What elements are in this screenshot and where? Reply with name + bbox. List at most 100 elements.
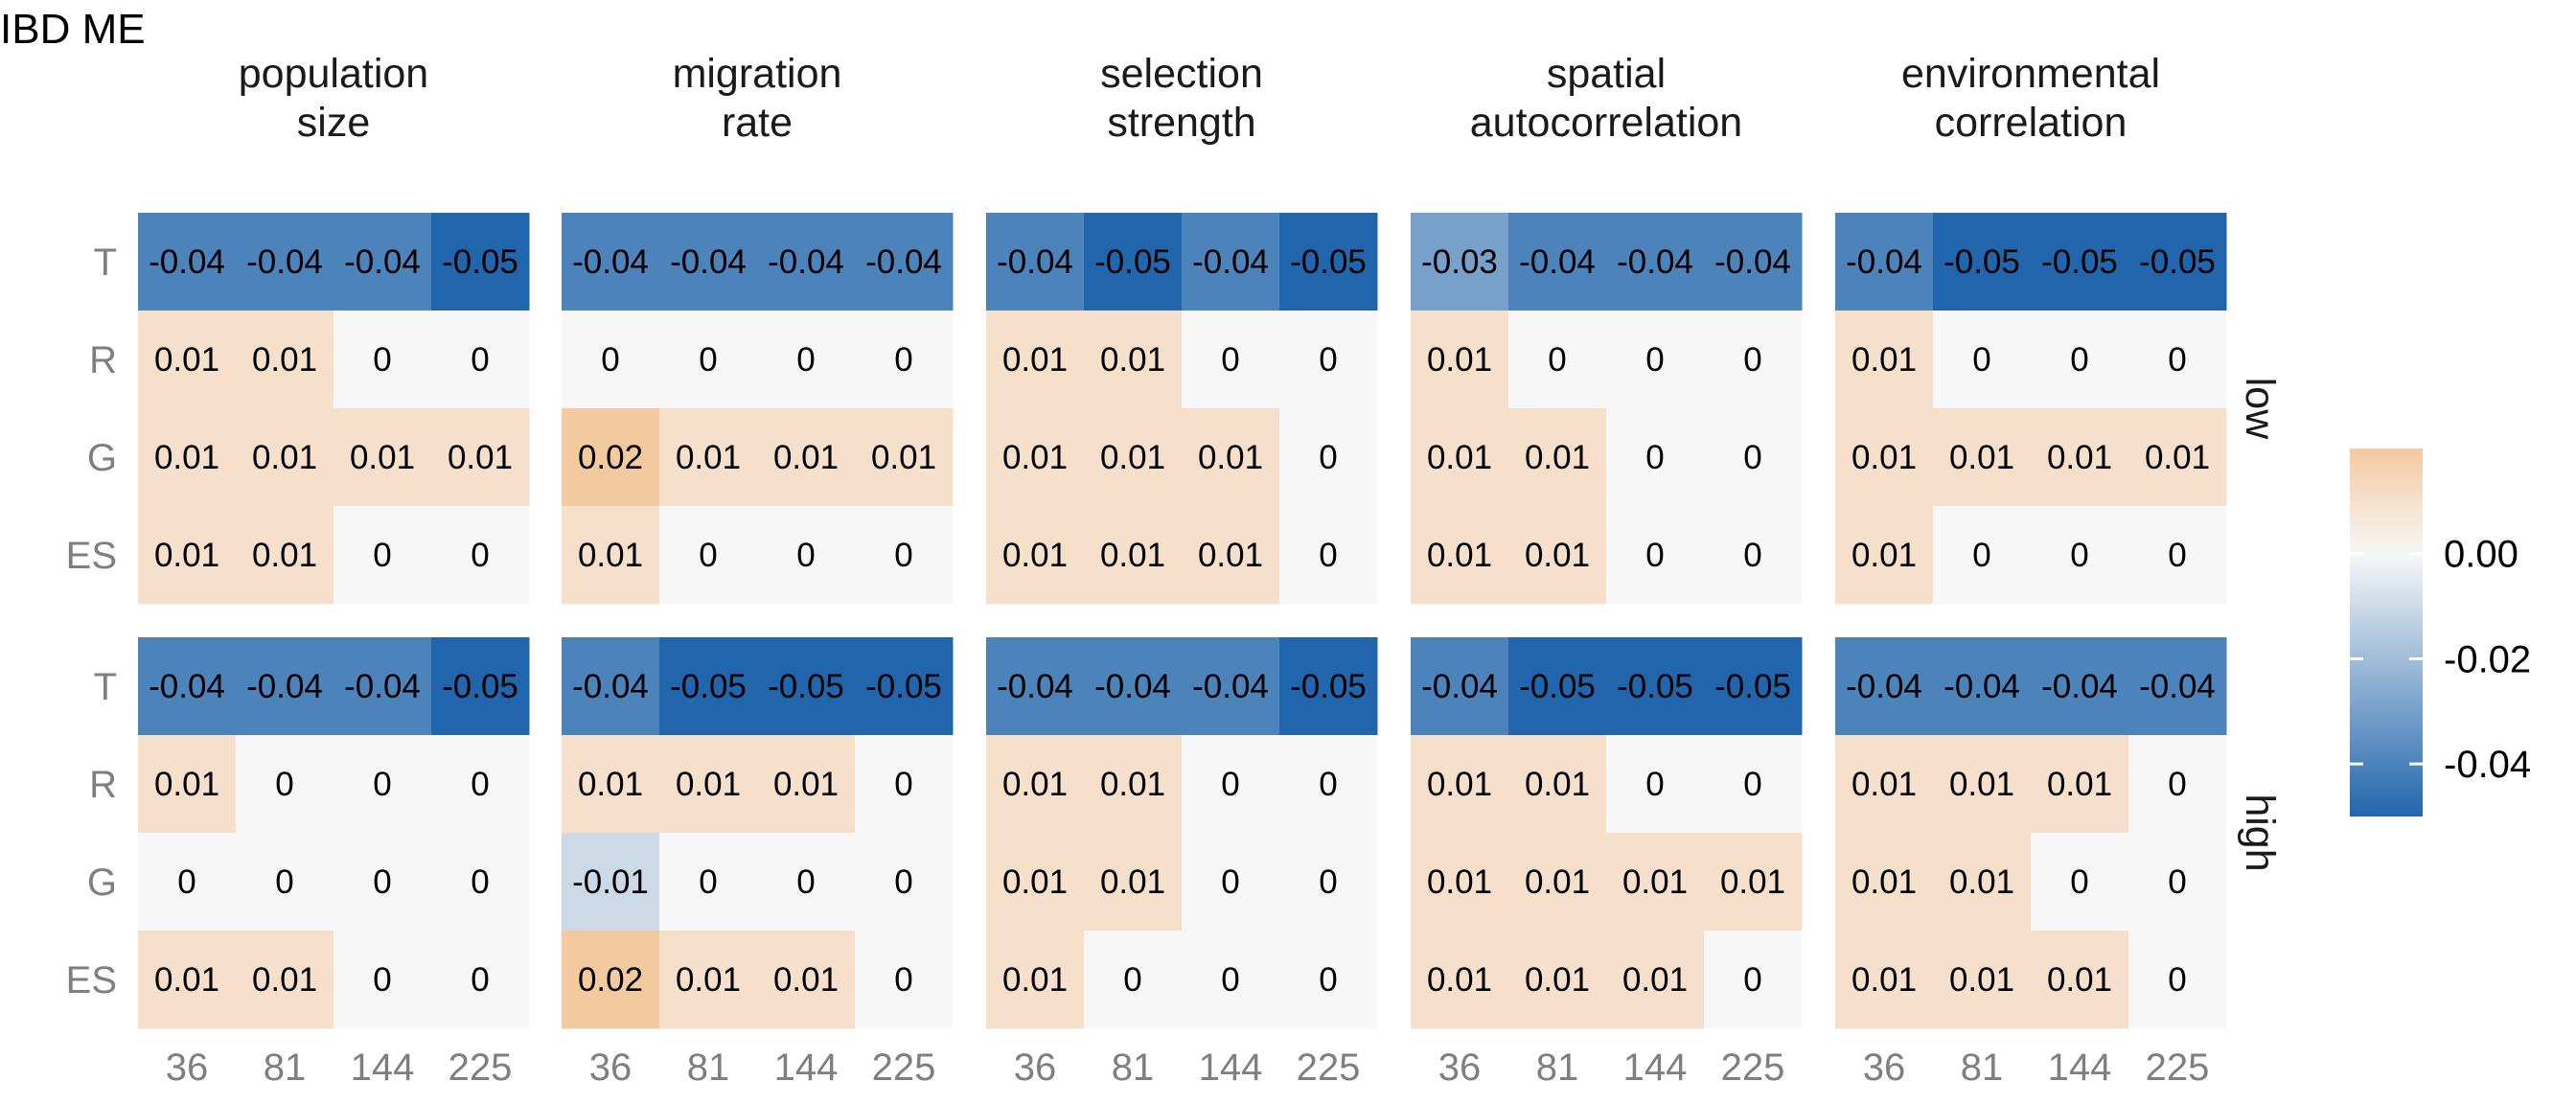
cell-value-label: 0 bbox=[471, 766, 489, 803]
cell-value-label: -0.05 bbox=[1290, 668, 1367, 705]
x-tick-label: 225 bbox=[448, 1046, 513, 1089]
cell-value-label: 0.01 bbox=[1720, 863, 1785, 901]
cell-value-label: 0.01 bbox=[1002, 863, 1068, 901]
heatmap-cell bbox=[1933, 833, 2032, 932]
cell-value-label: -0.05 bbox=[1944, 243, 2020, 281]
heatmap-cell bbox=[659, 506, 758, 605]
heatmap-cell bbox=[562, 408, 660, 507]
panel-high-4: -0.04 -0.04 -0.04 -0.04 0.01 0.01 0.01 0 0.01 0.0… bbox=[1835, 637, 2227, 1029]
x-tick-label: 81 bbox=[687, 1046, 730, 1089]
heatmap-cell bbox=[1084, 833, 1183, 932]
cell-value-label: 0.01 bbox=[676, 439, 741, 476]
heatmap-cell bbox=[1508, 833, 1607, 932]
cell-value-label: 0.01 bbox=[1002, 961, 1068, 999]
x-tick-label: 225 bbox=[1297, 1046, 1361, 1089]
legend-tick-label: -0.02 bbox=[2444, 638, 2531, 680]
heatmap-cell bbox=[1182, 833, 1280, 932]
cell-value-label: 0 bbox=[1319, 961, 1337, 999]
heatmap-cell bbox=[757, 408, 856, 507]
cell-value-label: 0.01 bbox=[1002, 439, 1068, 476]
heatmap-cell bbox=[1933, 310, 2032, 409]
cell-value-label: 0.01 bbox=[1852, 341, 1917, 379]
cell-value-label: 0.01 bbox=[676, 961, 741, 999]
x-tick-label: 36 bbox=[589, 1046, 632, 1089]
heatmap-cell bbox=[236, 408, 334, 507]
cell-value-label: -0.04 bbox=[1846, 668, 1922, 705]
cell-value-label: 0 bbox=[1221, 961, 1239, 999]
x-tick-label: 144 bbox=[1199, 1046, 1263, 1089]
cell-value-label: 0 bbox=[373, 863, 391, 901]
heatmap-cell bbox=[334, 833, 432, 932]
heatmap-cell bbox=[1182, 213, 1280, 311]
cell-value-label: 0.01 bbox=[448, 439, 513, 476]
panel-low-2: -0.04 -0.05 -0.04 -0.05 0.01 0.01 0 0 0.01 0.01 0.… bbox=[986, 213, 1378, 605]
heatmap-cell bbox=[757, 735, 856, 834]
heatmap-cell bbox=[1084, 506, 1183, 605]
cell-value-label: -0.04 bbox=[1421, 668, 1498, 705]
cell-value-label: -0.04 bbox=[768, 243, 844, 281]
cell-value-label: -0.04 bbox=[1192, 668, 1269, 705]
heatmap-cell bbox=[1182, 408, 1280, 507]
heatmap-cell bbox=[334, 213, 432, 311]
heatmap-cell bbox=[1084, 931, 1183, 1029]
x-axis-ticks: 36 81 144 225 36 81 144 225 36 81 144 225 36 81 144 225… bbox=[166, 1046, 2210, 1089]
heatmap-cell bbox=[2031, 506, 2129, 605]
heatmap-cell bbox=[2128, 931, 2227, 1029]
heatmap-cell bbox=[1411, 506, 1509, 605]
heatmap-cell bbox=[562, 931, 660, 1029]
heatmap-cell bbox=[1182, 310, 1280, 409]
x-tick-label: 81 bbox=[1961, 1046, 2004, 1089]
heatmap-cell bbox=[1835, 931, 1934, 1029]
heatmap-cell bbox=[2031, 408, 2129, 507]
heatmap-cell bbox=[1508, 506, 1607, 605]
heatmap-cell bbox=[1835, 735, 1934, 834]
heatmap-cell bbox=[431, 310, 530, 409]
cell-value-label: 0 bbox=[894, 341, 912, 379]
x-tick-label: 225 bbox=[872, 1046, 936, 1089]
heatmap-cell bbox=[138, 931, 237, 1029]
heatmap-cell bbox=[1933, 931, 2032, 1029]
cell-value-label: 0 bbox=[894, 766, 912, 803]
cell-value-label: 0 bbox=[1319, 439, 1337, 476]
heatmap-cell bbox=[1933, 637, 2032, 736]
column-title-line: population bbox=[239, 51, 428, 97]
heatmap-cell bbox=[1933, 213, 2032, 311]
cell-value-label: 0.01 bbox=[1427, 537, 1492, 574]
heatmap-cell bbox=[757, 931, 856, 1029]
cell-value-label: 0.01 bbox=[1198, 439, 1263, 476]
heatmap-cell bbox=[1182, 637, 1280, 736]
cell-value-label: -0.04 bbox=[2041, 668, 2118, 705]
cell-value-label: 0.01 bbox=[1622, 863, 1688, 901]
heatmap-cell bbox=[1835, 637, 1934, 736]
cell-value-label: 0 bbox=[1319, 766, 1337, 803]
heatmap-cell bbox=[2031, 735, 2129, 834]
cell-value-label: 0.01 bbox=[773, 439, 839, 476]
heatmap-cell bbox=[562, 637, 660, 736]
cell-value-label: 0.01 bbox=[578, 766, 643, 803]
heatmap-cell bbox=[1279, 735, 1378, 834]
heatmap-cell bbox=[659, 931, 758, 1029]
cell-value-label: 0.01 bbox=[154, 341, 219, 379]
cell-value-label: -0.04 bbox=[670, 243, 747, 281]
cell-value-label: 0.01 bbox=[1852, 766, 1917, 803]
cell-value-label: 0 bbox=[1645, 537, 1664, 574]
cell-value-label: 0.01 bbox=[154, 961, 219, 999]
cell-value-label: 0.01 bbox=[1198, 537, 1263, 574]
x-tick-label: 36 bbox=[1014, 1046, 1057, 1089]
cell-value-label: 0 bbox=[894, 863, 912, 901]
heatmap-cell bbox=[1508, 408, 1607, 507]
heatmap-cell bbox=[1411, 213, 1509, 311]
cell-value-label: 0.02 bbox=[578, 961, 643, 999]
heatmap-cell bbox=[1933, 735, 2032, 834]
cell-value-label: 0.01 bbox=[2145, 439, 2210, 476]
x-tick-label: 225 bbox=[2146, 1046, 2210, 1089]
cell-value-label: 0 bbox=[373, 341, 391, 379]
cell-value-label: 0 bbox=[1319, 341, 1337, 379]
heatmap-cell bbox=[2031, 931, 2129, 1029]
heatmap-cell bbox=[236, 506, 334, 605]
cell-value-label: -0.04 bbox=[246, 243, 323, 281]
cell-value-label: 0.01 bbox=[1525, 766, 1590, 803]
cell-value-label: 0 bbox=[1972, 537, 1990, 574]
heatmap-cell bbox=[562, 213, 660, 311]
heatmap-cell bbox=[1182, 931, 1280, 1029]
